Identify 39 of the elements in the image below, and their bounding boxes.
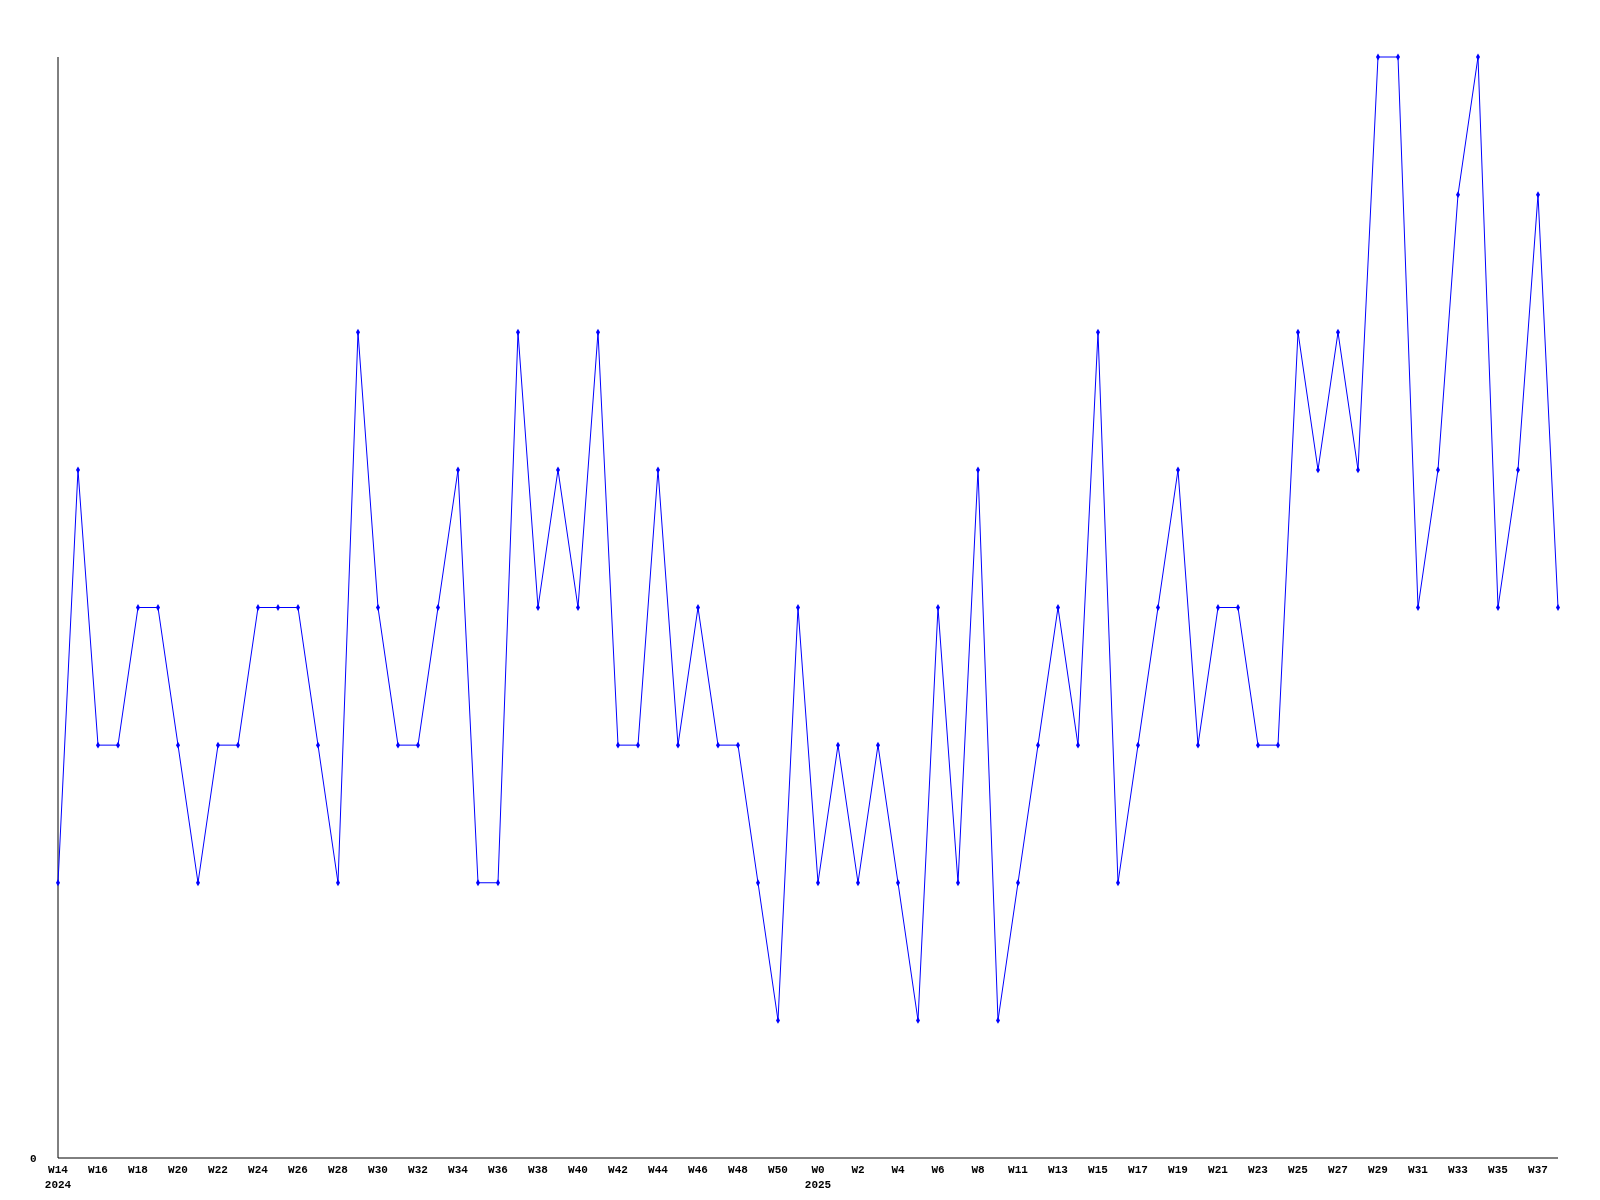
x-tick-label: W50 — [768, 1164, 788, 1176]
x-tick-label: W17 — [1128, 1164, 1148, 1176]
x-tick-label: W37 — [1528, 1164, 1548, 1176]
x-tick-label: W33 — [1448, 1164, 1469, 1176]
x-tick-label: W24 — [248, 1164, 269, 1176]
x-tick-label: W30 — [368, 1164, 388, 1176]
x-tick-label: W4 — [891, 1164, 905, 1176]
x-tick-label: W46 — [688, 1164, 708, 1176]
x-tick-label: W14 2024 — [44, 1164, 72, 1191]
x-tick-label: W2 — [851, 1164, 865, 1176]
x-tick-label: W26 — [288, 1164, 308, 1176]
x-tick-label: W18 — [128, 1164, 149, 1176]
x-tick-label: W0 2025 — [804, 1164, 832, 1191]
x-tick-label: W32 — [408, 1164, 428, 1176]
x-tick-label: W11 — [1008, 1164, 1029, 1176]
x-tick-label: W20 — [168, 1164, 188, 1176]
x-tick-label: W36 — [488, 1164, 508, 1176]
x-tick-label: W16 — [88, 1164, 108, 1176]
x-tick-label: W40 — [568, 1164, 588, 1176]
x-tick-label: W44 — [648, 1164, 669, 1176]
x-tick-label: W19 — [1168, 1164, 1188, 1176]
x-tick-label: W29 — [1368, 1164, 1388, 1176]
x-tick-label: W15 — [1088, 1164, 1109, 1176]
x-tick-label: W48 — [728, 1164, 749, 1176]
x-tick-label: W35 — [1488, 1164, 1509, 1176]
text: 0 — [30, 1153, 37, 1165]
x-tick-label: W28 — [328, 1164, 349, 1176]
x-tick-label: W38 — [528, 1164, 549, 1176]
x-tick-label: W23 — [1248, 1164, 1269, 1176]
x-tick-label: W42 — [608, 1164, 628, 1176]
x-tick-label: W31 — [1408, 1164, 1429, 1176]
x-tick-label: W13 — [1048, 1164, 1069, 1176]
x-tick-label: W8 — [971, 1164, 985, 1176]
x-tick-label: W21 — [1208, 1164, 1229, 1176]
x-tick-label: W34 — [448, 1164, 469, 1176]
x-tick-label: W22 — [208, 1164, 228, 1176]
x-tick-label: W27 — [1328, 1164, 1348, 1176]
x-tick-label: W25 — [1288, 1164, 1309, 1176]
x-tick-label: W6 — [931, 1164, 945, 1176]
